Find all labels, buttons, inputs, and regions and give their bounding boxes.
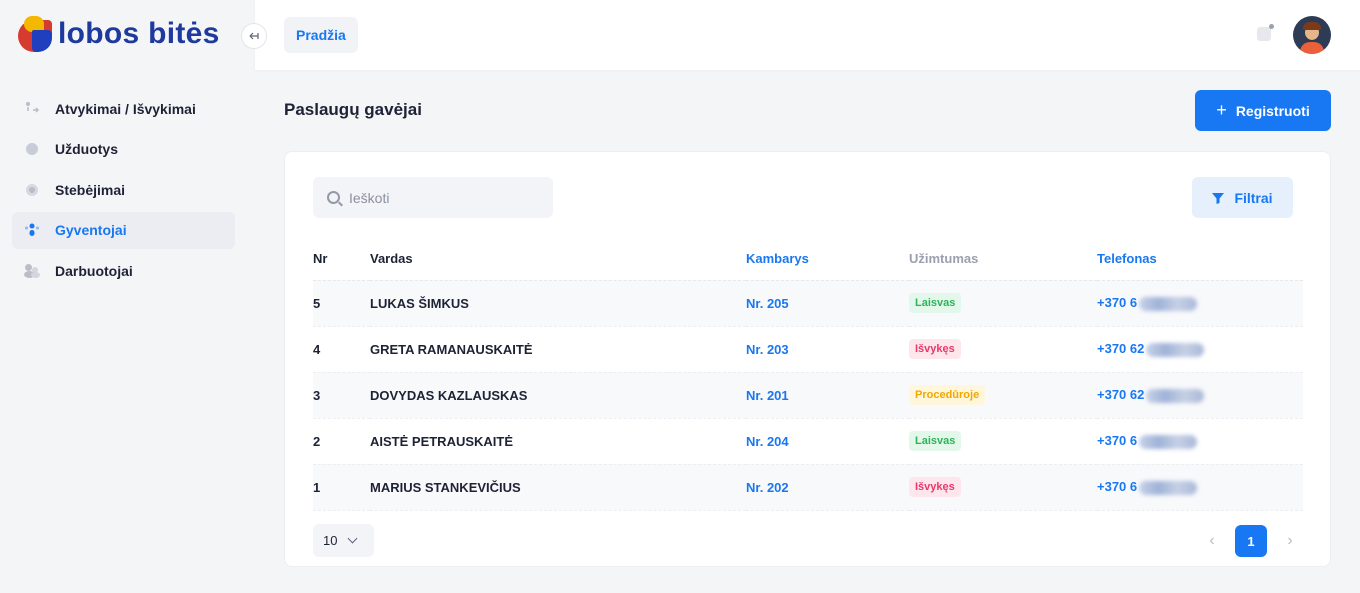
status-badge: Laisvas: [909, 431, 962, 451]
residents-card: Filtrai Nr Vardas Kambarys Užimtumas Tel…: [284, 151, 1331, 567]
table-row[interactable]: 4 GRETA RAMANAUSKAITĖ Nr. 203 Išvykęs +3…: [313, 326, 1303, 373]
sidebar-item-residents[interactable]: Gyventojai: [12, 211, 235, 249]
table-row[interactable]: 5 LUKAS ŠIMKUS Nr. 205 Laisvas +370 6: [313, 280, 1303, 327]
logo-mark-icon: [18, 16, 54, 52]
status-badge: Išvykęs: [909, 339, 961, 359]
phone-number: +370 62: [1097, 387, 1145, 403]
cell-status: Išvykęs: [909, 464, 1097, 511]
phone-number: +370 6: [1097, 433, 1138, 449]
sidebar-item-employees[interactable]: Darbuotojai: [12, 252, 235, 289]
next-page-button[interactable]: ›: [1287, 532, 1293, 549]
cell-status: Laisvas: [909, 418, 1097, 465]
cell-nr: 4: [313, 326, 370, 373]
page-size-value: 10: [323, 533, 338, 548]
sidebar-item-arrivals[interactable]: Atvykimai / Išvykimai: [12, 90, 235, 127]
page-number-button[interactable]: 1: [1235, 525, 1267, 557]
sidebar-item-label: Darbuotojai: [55, 262, 133, 279]
avatar[interactable]: [1293, 16, 1331, 54]
filter-icon: [1212, 192, 1225, 204]
column-header-nr[interactable]: Nr: [313, 238, 370, 281]
cell-room[interactable]: Nr. 203: [746, 326, 909, 373]
cell-room[interactable]: Nr. 205: [746, 280, 909, 327]
tasks-icon: [24, 141, 40, 157]
register-button[interactable]: + Registruoti: [1195, 90, 1331, 131]
status-badge: Laisvas: [909, 293, 962, 313]
cell-nr: 3: [313, 372, 370, 419]
cell-phone[interactable]: +370 6: [1097, 464, 1303, 511]
phone-redaction: [1139, 480, 1198, 495]
phone-number: +370 6: [1097, 479, 1138, 495]
sidebar-nav: Atvykimai / Išvykimai Užduotys Stebėjima…: [12, 90, 235, 293]
cell-phone[interactable]: +370 62: [1097, 372, 1303, 419]
table-header-row: Nr Vardas Kambarys Užimtumas Telefonas: [313, 238, 1303, 281]
sidebar-item-observations[interactable]: Stebėjimai: [12, 171, 235, 208]
cell-name[interactable]: AISTĖ PETRAUSKAITĖ: [370, 418, 746, 465]
filters-button-label: Filtrai: [1234, 189, 1273, 206]
phone-number: +370 6: [1097, 295, 1138, 311]
observations-icon: [24, 182, 40, 198]
cell-nr: 2: [313, 418, 370, 465]
cell-status: Laisvas: [909, 280, 1097, 327]
cell-room[interactable]: Nr. 204: [746, 418, 909, 465]
cell-nr: 1: [313, 464, 370, 511]
cell-room[interactable]: Nr. 201: [746, 372, 909, 419]
sidebar-item-label: Stebėjimai: [55, 181, 126, 198]
logo-text: lobos bitės: [58, 17, 220, 50]
employees-icon: [24, 263, 40, 279]
cell-name[interactable]: GRETA RAMANAUSKAITĖ: [370, 326, 746, 373]
page-title: Paslaugų gavėjai: [284, 100, 422, 119]
page-size-select[interactable]: 10: [313, 524, 374, 557]
search-box[interactable]: [313, 177, 553, 218]
arrow-left-icon: [249, 32, 259, 40]
column-header-room[interactable]: Kambarys: [746, 238, 909, 281]
register-button-label: Registruoti: [1235, 102, 1310, 119]
residents-icon: [24, 222, 40, 238]
arrivals-icon: [24, 101, 40, 117]
notifications-icon[interactable]: [1257, 24, 1274, 41]
cell-name[interactable]: DOVYDAS KAZLAUSKAS: [370, 372, 746, 419]
column-header-status[interactable]: Užimtumas: [909, 238, 1097, 281]
sidebar-item-label: Atvykimai / Išvykimai: [55, 100, 196, 117]
cell-phone[interactable]: +370 6: [1097, 280, 1303, 327]
cell-room[interactable]: Nr. 202: [746, 464, 909, 511]
status-badge: Išvykęs: [909, 477, 961, 497]
column-header-name[interactable]: Vardas: [370, 238, 746, 281]
cell-nr: 5: [313, 280, 370, 327]
pagination: ‹ 1 ›: [1197, 525, 1305, 557]
breadcrumb[interactable]: Pradžia: [284, 17, 358, 53]
app-logo[interactable]: lobos bitės: [18, 16, 220, 52]
top-bar: Pradžia: [255, 0, 1360, 70]
cell-name[interactable]: MARIUS STANKEVIČIUS: [370, 464, 746, 511]
table-row[interactable]: 1 MARIUS STANKEVIČIUS Nr. 202 Išvykęs +3…: [313, 464, 1303, 511]
phone-number: +370 62: [1097, 341, 1145, 357]
phone-redaction: [1139, 296, 1198, 311]
sidebar-item-label: Užduotys: [55, 141, 118, 157]
sidebar: lobos bitės Atvykimai / Išvykimai Užduot…: [0, 0, 255, 593]
phone-redaction: [1146, 388, 1205, 403]
prev-page-button[interactable]: ‹: [1209, 532, 1215, 549]
search-icon: [327, 191, 340, 204]
filters-button[interactable]: Filtrai: [1192, 177, 1293, 218]
phone-redaction: [1146, 342, 1205, 357]
sidebar-item-label: Gyventojai: [55, 222, 127, 238]
table-row[interactable]: 3 DOVYDAS KAZLAUSKAS Nr. 201 Procedūroje…: [313, 372, 1303, 419]
cell-status: Procedūroje: [909, 372, 1097, 419]
phone-redaction: [1139, 434, 1198, 449]
cell-phone[interactable]: +370 6: [1097, 418, 1303, 465]
collapse-sidebar-button[interactable]: [241, 23, 267, 49]
status-badge: Procedūroje: [909, 385, 986, 405]
cell-name[interactable]: LUKAS ŠIMKUS: [370, 280, 746, 327]
chevron-down-icon: [348, 533, 358, 544]
cell-status: Išvykęs: [909, 326, 1097, 373]
search-input[interactable]: [349, 189, 529, 206]
residents-table: Nr Vardas Kambarys Užimtumas Telefonas 5…: [313, 238, 1303, 511]
column-header-phone[interactable]: Telefonas: [1097, 238, 1303, 281]
table-row[interactable]: 2 AISTĖ PETRAUSKAITĖ Nr. 204 Laisvas +37…: [313, 418, 1303, 465]
plus-icon: +: [1216, 100, 1227, 120]
sidebar-item-tasks[interactable]: Užduotys: [12, 131, 235, 168]
cell-phone[interactable]: +370 62: [1097, 326, 1303, 373]
